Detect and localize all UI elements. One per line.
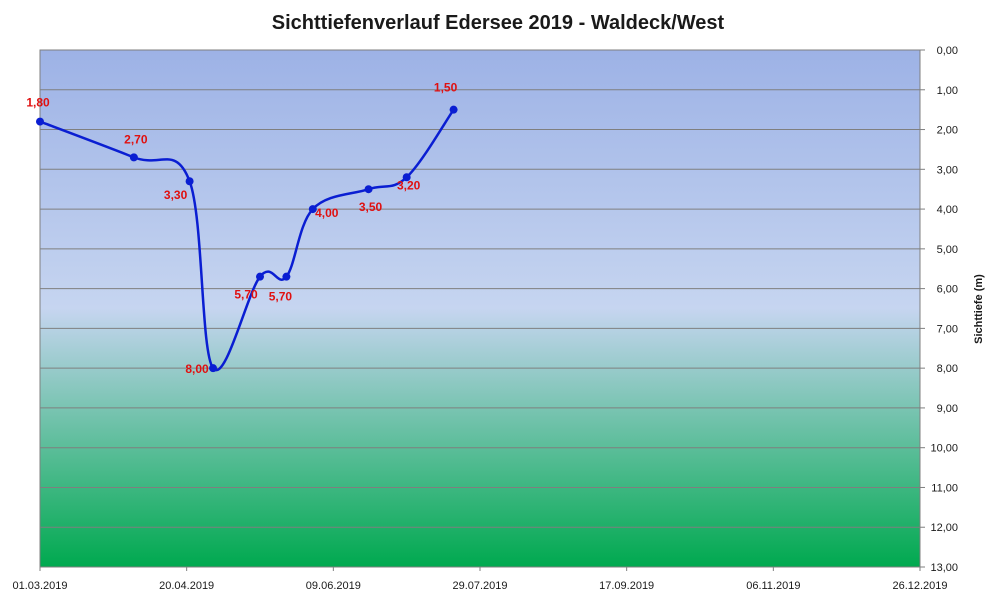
x-tick-label: 06.11.2019 <box>746 580 800 592</box>
data-label: 4,00 <box>315 206 339 220</box>
series-layer: 1,80 2,70 3,30 8,00 5,70 5,70 4,00 3,50 3,20 1,50 <box>26 81 458 376</box>
chart-title: Sichttiefenverlauf Edersee 2019 - Waldec… <box>272 12 725 34</box>
y-tick-label: 13,00 <box>930 562 958 574</box>
x-tick-label: 17.09.2019 <box>599 580 654 592</box>
y-tick-label: 11,00 <box>931 482 958 494</box>
data-point <box>256 272 264 281</box>
x-tick-label: 01.03.2019 <box>12 580 67 592</box>
data-label: 1,80 <box>26 96 50 110</box>
data-label: 2,70 <box>124 132 148 146</box>
y-axis: 0,00 1,00 2,00 3,00 4,00 5,00 6,00 7,00 8,00 9,00… <box>920 45 958 574</box>
y-tick-label: 2,00 <box>937 125 958 137</box>
y-tick-label: 9,00 <box>937 403 958 415</box>
x-axis: 01.03.2019 20.04.2019 09.06.2019 29.07.2019… <box>12 567 948 592</box>
data-point <box>129 153 138 162</box>
data-point <box>308 205 317 214</box>
data-point <box>282 272 291 281</box>
x-tick-label: 26.12.2019 <box>892 580 947 592</box>
y-tick-label: 7,00 <box>937 323 958 335</box>
y-tick-label: 3,00 <box>937 164 958 176</box>
data-label: 1,50 <box>434 81 458 95</box>
y-tick-label: 12,00 <box>930 522 958 534</box>
data-point <box>185 177 194 186</box>
data-label: 5,70 <box>269 290 293 304</box>
plot-area <box>39 49 921 568</box>
data-point <box>449 105 458 114</box>
data-label: 3,20 <box>397 178 421 192</box>
y-tick-label: 5,00 <box>937 244 958 256</box>
x-tick-label: 29.07.2019 <box>452 580 507 592</box>
data-point <box>402 173 411 182</box>
y-tick-label: 8,00 <box>937 363 958 375</box>
data-label: 5,70 <box>234 288 258 302</box>
y-tick-label: 1,00 <box>937 85 958 97</box>
data-label: 3,50 <box>359 200 383 214</box>
x-tick-label: 09.06.2019 <box>306 580 361 592</box>
data-point <box>36 117 44 126</box>
data-label: 3,30 <box>164 188 188 202</box>
y-tick-label: 6,00 <box>937 284 958 296</box>
x-tick-label: 20.04.2019 <box>159 580 214 592</box>
data-point <box>209 364 218 373</box>
y-tick-label: 4,00 <box>937 204 958 216</box>
data-label: 8,00 <box>185 362 209 376</box>
y-tick-label: 10,00 <box>930 443 958 455</box>
grid-lines <box>40 89 920 528</box>
y-tick-label: 0,00 <box>937 45 958 57</box>
data-point <box>364 185 373 194</box>
y-axis-title: Sichttiefe (m) <box>973 274 985 344</box>
